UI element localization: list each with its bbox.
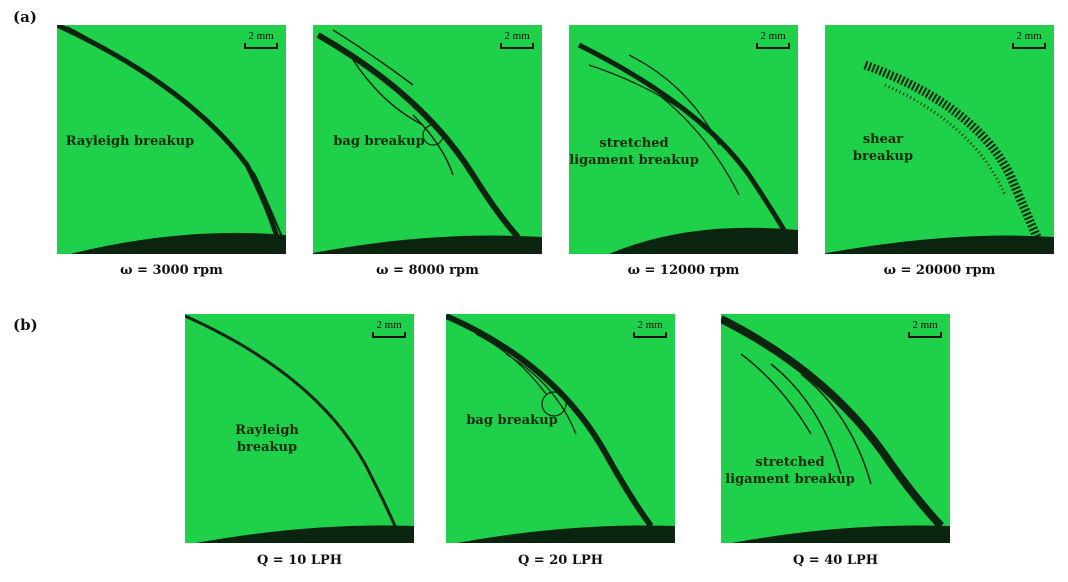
image-panel-b2: 2 mm bag breakup [446, 314, 675, 543]
scale-bar: 2 mm [756, 31, 790, 49]
regime-label: stretched ligament breakup [725, 455, 855, 487]
row-label-b: (b) [13, 316, 38, 334]
caption-b1: Q = 10 LPH [256, 553, 343, 568]
caption-a1: ω = 3000 rpm [120, 263, 223, 278]
image-panel-a4: 2 mm shear breakup [825, 25, 1054, 254]
regime-label: Rayleigh breakup [235, 423, 299, 455]
caption-a4: ω = 20000 rpm [883, 263, 996, 278]
row-label-a: (a) [13, 8, 37, 26]
regime-label: stretched ligament breakup [569, 136, 699, 168]
scale-bar: 2 mm [1012, 31, 1046, 49]
jet-image [313, 29, 542, 254]
caption-b2: Q = 20 LPH [517, 553, 604, 568]
jet-image [57, 25, 286, 254]
regime-label: bag breakup [466, 413, 558, 428]
caption-a2: ω = 8000 rpm [376, 263, 479, 278]
image-panel-a2: 2 mm bag breakup [313, 25, 542, 254]
image-panel-a3: 2 mm stretched ligament breakup [569, 25, 798, 254]
caption-b3: Q = 40 LPH [792, 553, 879, 568]
image-panel-a1: 2 mm Rayleigh breakup [57, 25, 286, 254]
jet-image [446, 314, 675, 543]
regime-label: shear breakup [852, 132, 914, 164]
scale-bar: 2 mm [372, 320, 406, 338]
jet-image [185, 314, 414, 543]
regime-label: Rayleigh breakup [65, 134, 195, 149]
scale-bar: 2 mm [500, 31, 534, 49]
jet-image [825, 60, 1054, 254]
caption-a3: ω = 12000 rpm [627, 263, 740, 278]
scale-bar: 2 mm [244, 31, 278, 49]
jet-image [721, 315, 950, 543]
regime-label: bag breakup [333, 134, 425, 149]
image-panel-b1: 2 mm Rayleigh breakup [185, 314, 414, 543]
scale-bar: 2 mm [633, 320, 667, 338]
scale-bar: 2 mm [908, 320, 942, 338]
jet-image [577, 42, 798, 254]
image-panel-b3: 2 mm stretched ligament breakup [721, 314, 950, 543]
